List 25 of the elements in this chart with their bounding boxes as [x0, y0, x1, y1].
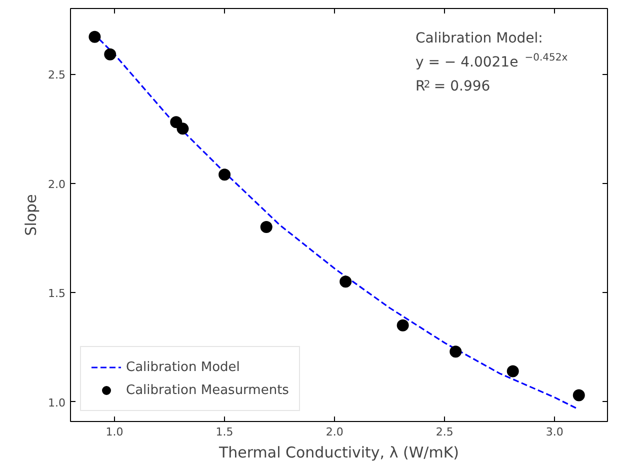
x-tick-label: 2.0	[326, 426, 344, 438]
point	[340, 276, 352, 288]
y-axis-title: Slope	[22, 194, 40, 236]
annotation: Calibration Model:	[416, 30, 543, 46]
point	[506, 365, 519, 378]
y-tick-label: 2.5	[48, 68, 66, 82]
point	[218, 168, 231, 181]
annotation: y = − 4.0021e−0.452x	[416, 52, 568, 70]
legend-label: Calibration Measurments	[126, 382, 289, 398]
y-tick-label: 1.0	[48, 396, 66, 410]
y-tick-label: 1.5	[48, 287, 66, 300]
point	[450, 346, 462, 358]
x-tick-label: 1.5	[216, 426, 234, 438]
x-tick-label: 3.0	[546, 426, 564, 438]
point	[396, 319, 409, 332]
x-axis-title: Thermal Conductivity, λ (W/mK)	[218, 444, 460, 462]
point	[260, 221, 272, 234]
y-tick-label: 2.0	[48, 178, 66, 191]
point	[176, 122, 189, 135]
point	[88, 30, 101, 43]
x-tick-label: 2.5	[436, 426, 454, 438]
x-tick-label: 1.0	[106, 426, 124, 438]
point	[572, 389, 585, 402]
legend-label: Calibration Model	[126, 360, 240, 374]
point	[104, 48, 116, 60]
